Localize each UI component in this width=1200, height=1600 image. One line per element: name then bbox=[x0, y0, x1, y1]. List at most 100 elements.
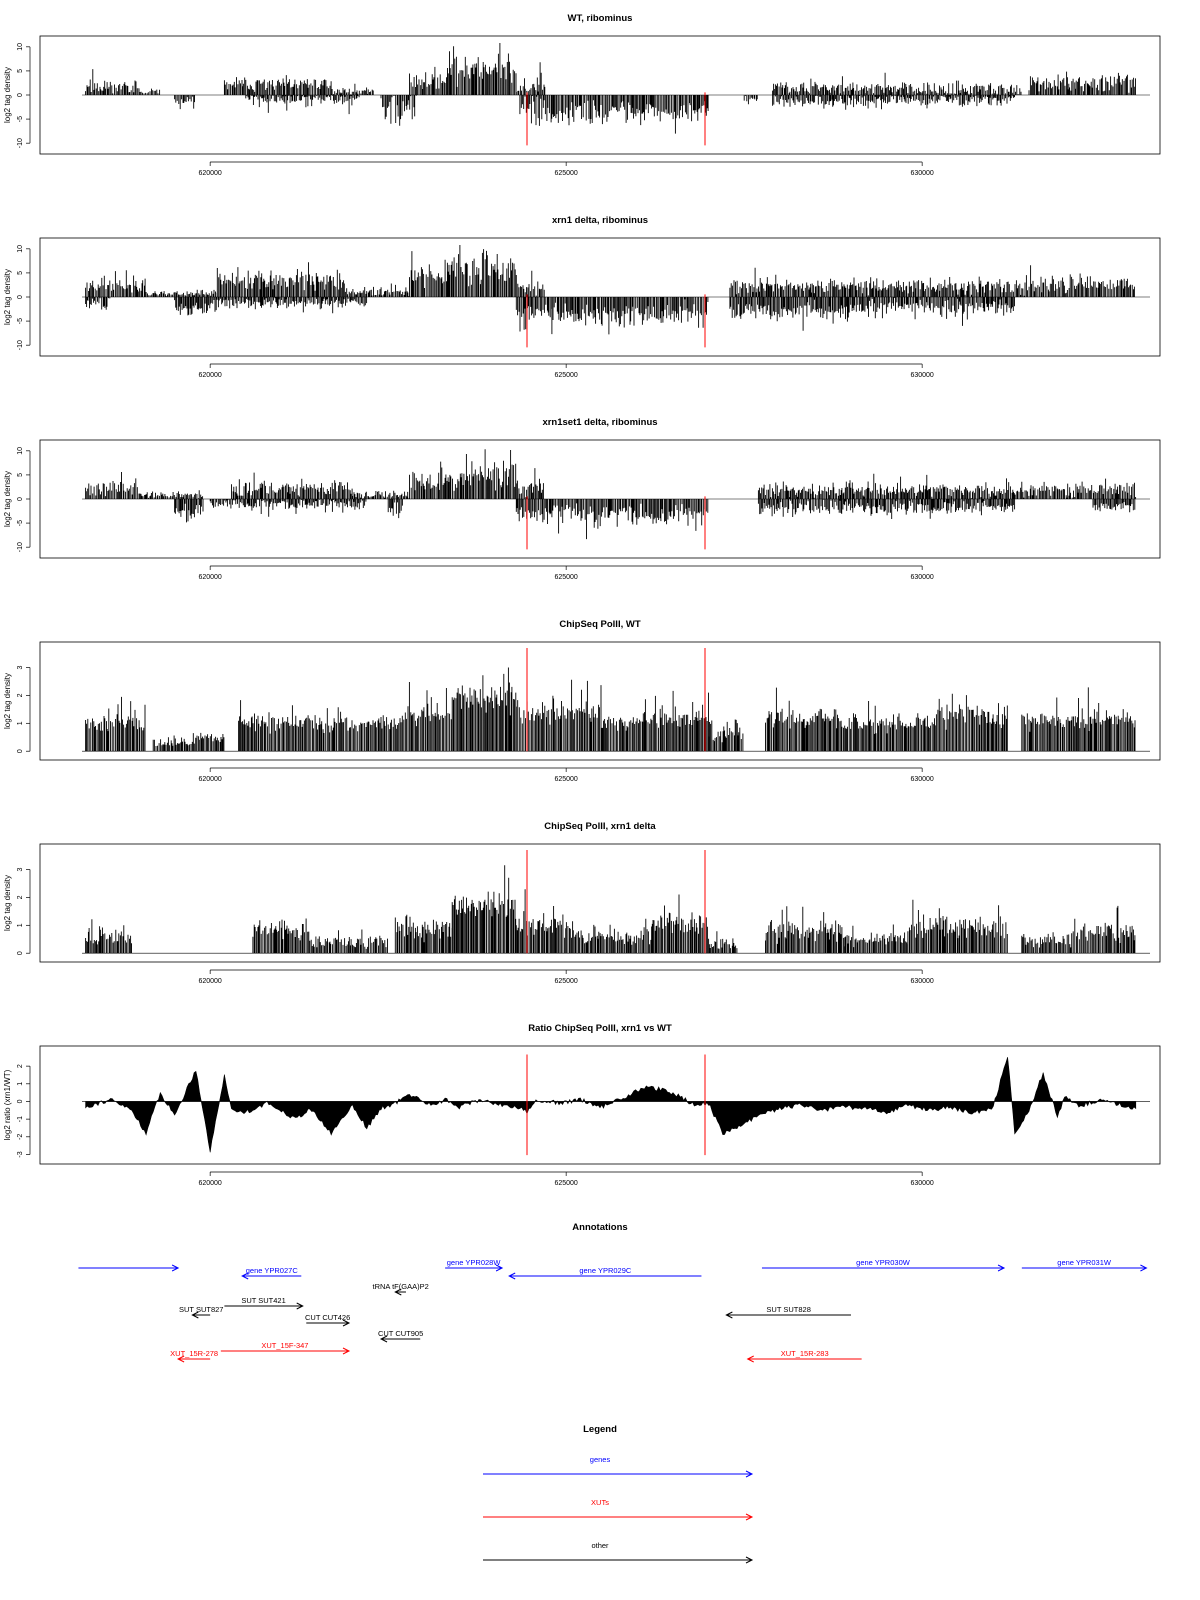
plot-frame bbox=[39, 439, 1161, 559]
panel-title: xrn1 delta, ribominus bbox=[552, 215, 648, 226]
density-bars bbox=[85, 297, 1015, 335]
annotation-label: XUT_15F-347 bbox=[261, 1341, 308, 1350]
legend-item-xuts: XUTs bbox=[483, 1498, 754, 1521]
y-tick-label: 3 bbox=[17, 867, 24, 871]
y-tick-label: 2 bbox=[17, 1064, 24, 1068]
y-axis-label: log2 tag density bbox=[3, 471, 12, 527]
annotation-cut-cut426: CUT CUT426 bbox=[305, 1313, 351, 1327]
annotation-label: gene YPR027C bbox=[246, 1266, 299, 1275]
y-tick-label: 0 bbox=[17, 1099, 24, 1103]
x-tick-label: 630000 bbox=[910, 170, 933, 177]
panel-title: WT, ribominus bbox=[568, 13, 633, 24]
y-tick-label: -10 bbox=[17, 138, 24, 148]
legend-label: XUTs bbox=[591, 1498, 609, 1507]
series-minus-strand bbox=[174, 95, 1015, 134]
annotation-gene-ypr031w: gene YPR031W bbox=[1021, 1258, 1148, 1272]
x-tick-label: 630000 bbox=[910, 776, 933, 783]
x-tick-label: 630000 bbox=[910, 574, 933, 581]
x-tick-label: 625000 bbox=[554, 978, 577, 985]
annotation-label: gene YPR031W bbox=[1057, 1258, 1112, 1267]
series-minus-strand bbox=[174, 499, 1136, 540]
y-tick-label: 0 bbox=[17, 749, 24, 753]
annotation-sut-sut827: SUT SUT827 bbox=[179, 1305, 223, 1319]
annotation-gene-ypr028w: gene YPR028W bbox=[445, 1258, 504, 1272]
y-axis-label: log2 ratio (xrn1/WT) bbox=[3, 1069, 12, 1140]
annotation-label: XUT_15R-278 bbox=[170, 1349, 218, 1358]
panel-2: xrn1 delta, ribominus -10 -5 0 5 10 log2 tag d… bbox=[3, 215, 1161, 379]
annotation-sut-sut421: SUT SUT421 bbox=[224, 1296, 304, 1310]
y-tick-label: 10 bbox=[17, 245, 24, 253]
legend-label: genes bbox=[590, 1455, 611, 1464]
arrow-head bbox=[177, 1355, 185, 1363]
x-tick-label: 625000 bbox=[554, 372, 577, 379]
y-tick-label: 0 bbox=[17, 295, 24, 299]
x-tick-label: 630000 bbox=[910, 978, 933, 985]
annotation-label: CUT CUT905 bbox=[378, 1329, 423, 1338]
annotation-xut-15r-278: XUT_15R-278 bbox=[170, 1349, 218, 1363]
series-plus-strand bbox=[85, 865, 1136, 954]
x-tick-label: 620000 bbox=[198, 1180, 221, 1187]
y-tick-label: 1 bbox=[17, 721, 24, 725]
x-tick-label: 620000 bbox=[198, 978, 221, 985]
plot-frame bbox=[39, 35, 1161, 155]
x-tick-label: 625000 bbox=[554, 170, 577, 177]
y-tick-label: 10 bbox=[17, 43, 24, 51]
arrow-head bbox=[508, 1272, 516, 1280]
series-plus-strand bbox=[85, 449, 1137, 499]
ratio-area bbox=[85, 1057, 1137, 1153]
arrow-head bbox=[745, 1513, 754, 1521]
y-tick-label: -5 bbox=[17, 520, 24, 526]
y-tick-label: 0 bbox=[17, 497, 24, 501]
x-tick-label: 620000 bbox=[198, 776, 221, 783]
arrow-head bbox=[342, 1347, 351, 1355]
plot-frame bbox=[39, 237, 1161, 357]
y-tick-label: -10 bbox=[17, 542, 24, 552]
y-tick-label: 0 bbox=[17, 93, 24, 97]
legend: Legend genes XUTs other bbox=[483, 1424, 754, 1564]
arrow-head bbox=[1140, 1264, 1148, 1272]
panel-title: Ratio ChipSeq PolII, xrn1 vs WT bbox=[528, 1023, 672, 1034]
arrow-head bbox=[241, 1272, 249, 1280]
panel-5: ChipSeq PolII, xrn1 delta 0 1 2 3 log2 tag de… bbox=[3, 821, 1161, 985]
annotation-gene-left-edge bbox=[78, 1264, 180, 1272]
annotation-label: SUT SUT421 bbox=[241, 1296, 285, 1305]
y-tick-label: 1 bbox=[17, 923, 24, 927]
arrow-head bbox=[296, 1302, 304, 1310]
annotations-panel: Annotations gene YPR027C gene YPR028W gene … bbox=[78, 1222, 1148, 1363]
y-tick-label: 2 bbox=[17, 895, 24, 899]
series-plus-strand bbox=[85, 667, 1136, 752]
panel-4: ChipSeq PolII, WT 0 1 2 3 log2 tag density 620… bbox=[3, 619, 1161, 783]
legend-item-genes: genes bbox=[483, 1455, 754, 1478]
annotation-label: gene YPR030W bbox=[856, 1258, 911, 1267]
annotations-title: Annotations bbox=[572, 1222, 627, 1233]
series-plus-strand bbox=[85, 43, 1136, 95]
panel-title: ChipSeq PolII, xrn1 delta bbox=[544, 821, 656, 832]
y-axis-label: log2 tag density bbox=[3, 875, 12, 931]
plot-frame bbox=[39, 843, 1161, 963]
y-tick-label: 2 bbox=[17, 693, 24, 697]
density-bars bbox=[85, 449, 1137, 499]
y-axis-label: log2 tag density bbox=[3, 269, 12, 325]
y-tick-label: 5 bbox=[17, 473, 24, 477]
annotation-cut-cut905: CUT CUT905 bbox=[378, 1329, 423, 1343]
annotation-xut-15f-347: XUT_15F-347 bbox=[220, 1341, 351, 1355]
y-tick-label: -2 bbox=[17, 1134, 24, 1140]
legend-title: Legend bbox=[583, 1424, 617, 1435]
x-tick-label: 620000 bbox=[198, 574, 221, 581]
series-plus-strand bbox=[85, 245, 1135, 297]
arrow-head bbox=[342, 1319, 351, 1327]
x-tick-label: 625000 bbox=[554, 574, 577, 581]
y-tick-label: -3 bbox=[17, 1151, 24, 1157]
y-tick-label: -10 bbox=[17, 340, 24, 350]
y-tick-label: -5 bbox=[17, 318, 24, 324]
x-tick-label: 625000 bbox=[554, 1180, 577, 1187]
arrow-head bbox=[746, 1355, 754, 1363]
y-tick-label: 5 bbox=[17, 271, 24, 275]
annotation-label: SUT SUT828 bbox=[766, 1305, 810, 1314]
y-axis-label: log2 tag density bbox=[3, 673, 12, 729]
arrow-head bbox=[725, 1311, 733, 1319]
plot-frame bbox=[39, 641, 1161, 761]
y-tick-label: 10 bbox=[17, 447, 24, 455]
annotation-gene-ypr027c: gene YPR027C bbox=[241, 1266, 302, 1280]
annotation-label: XUT_15R-283 bbox=[781, 1349, 829, 1358]
